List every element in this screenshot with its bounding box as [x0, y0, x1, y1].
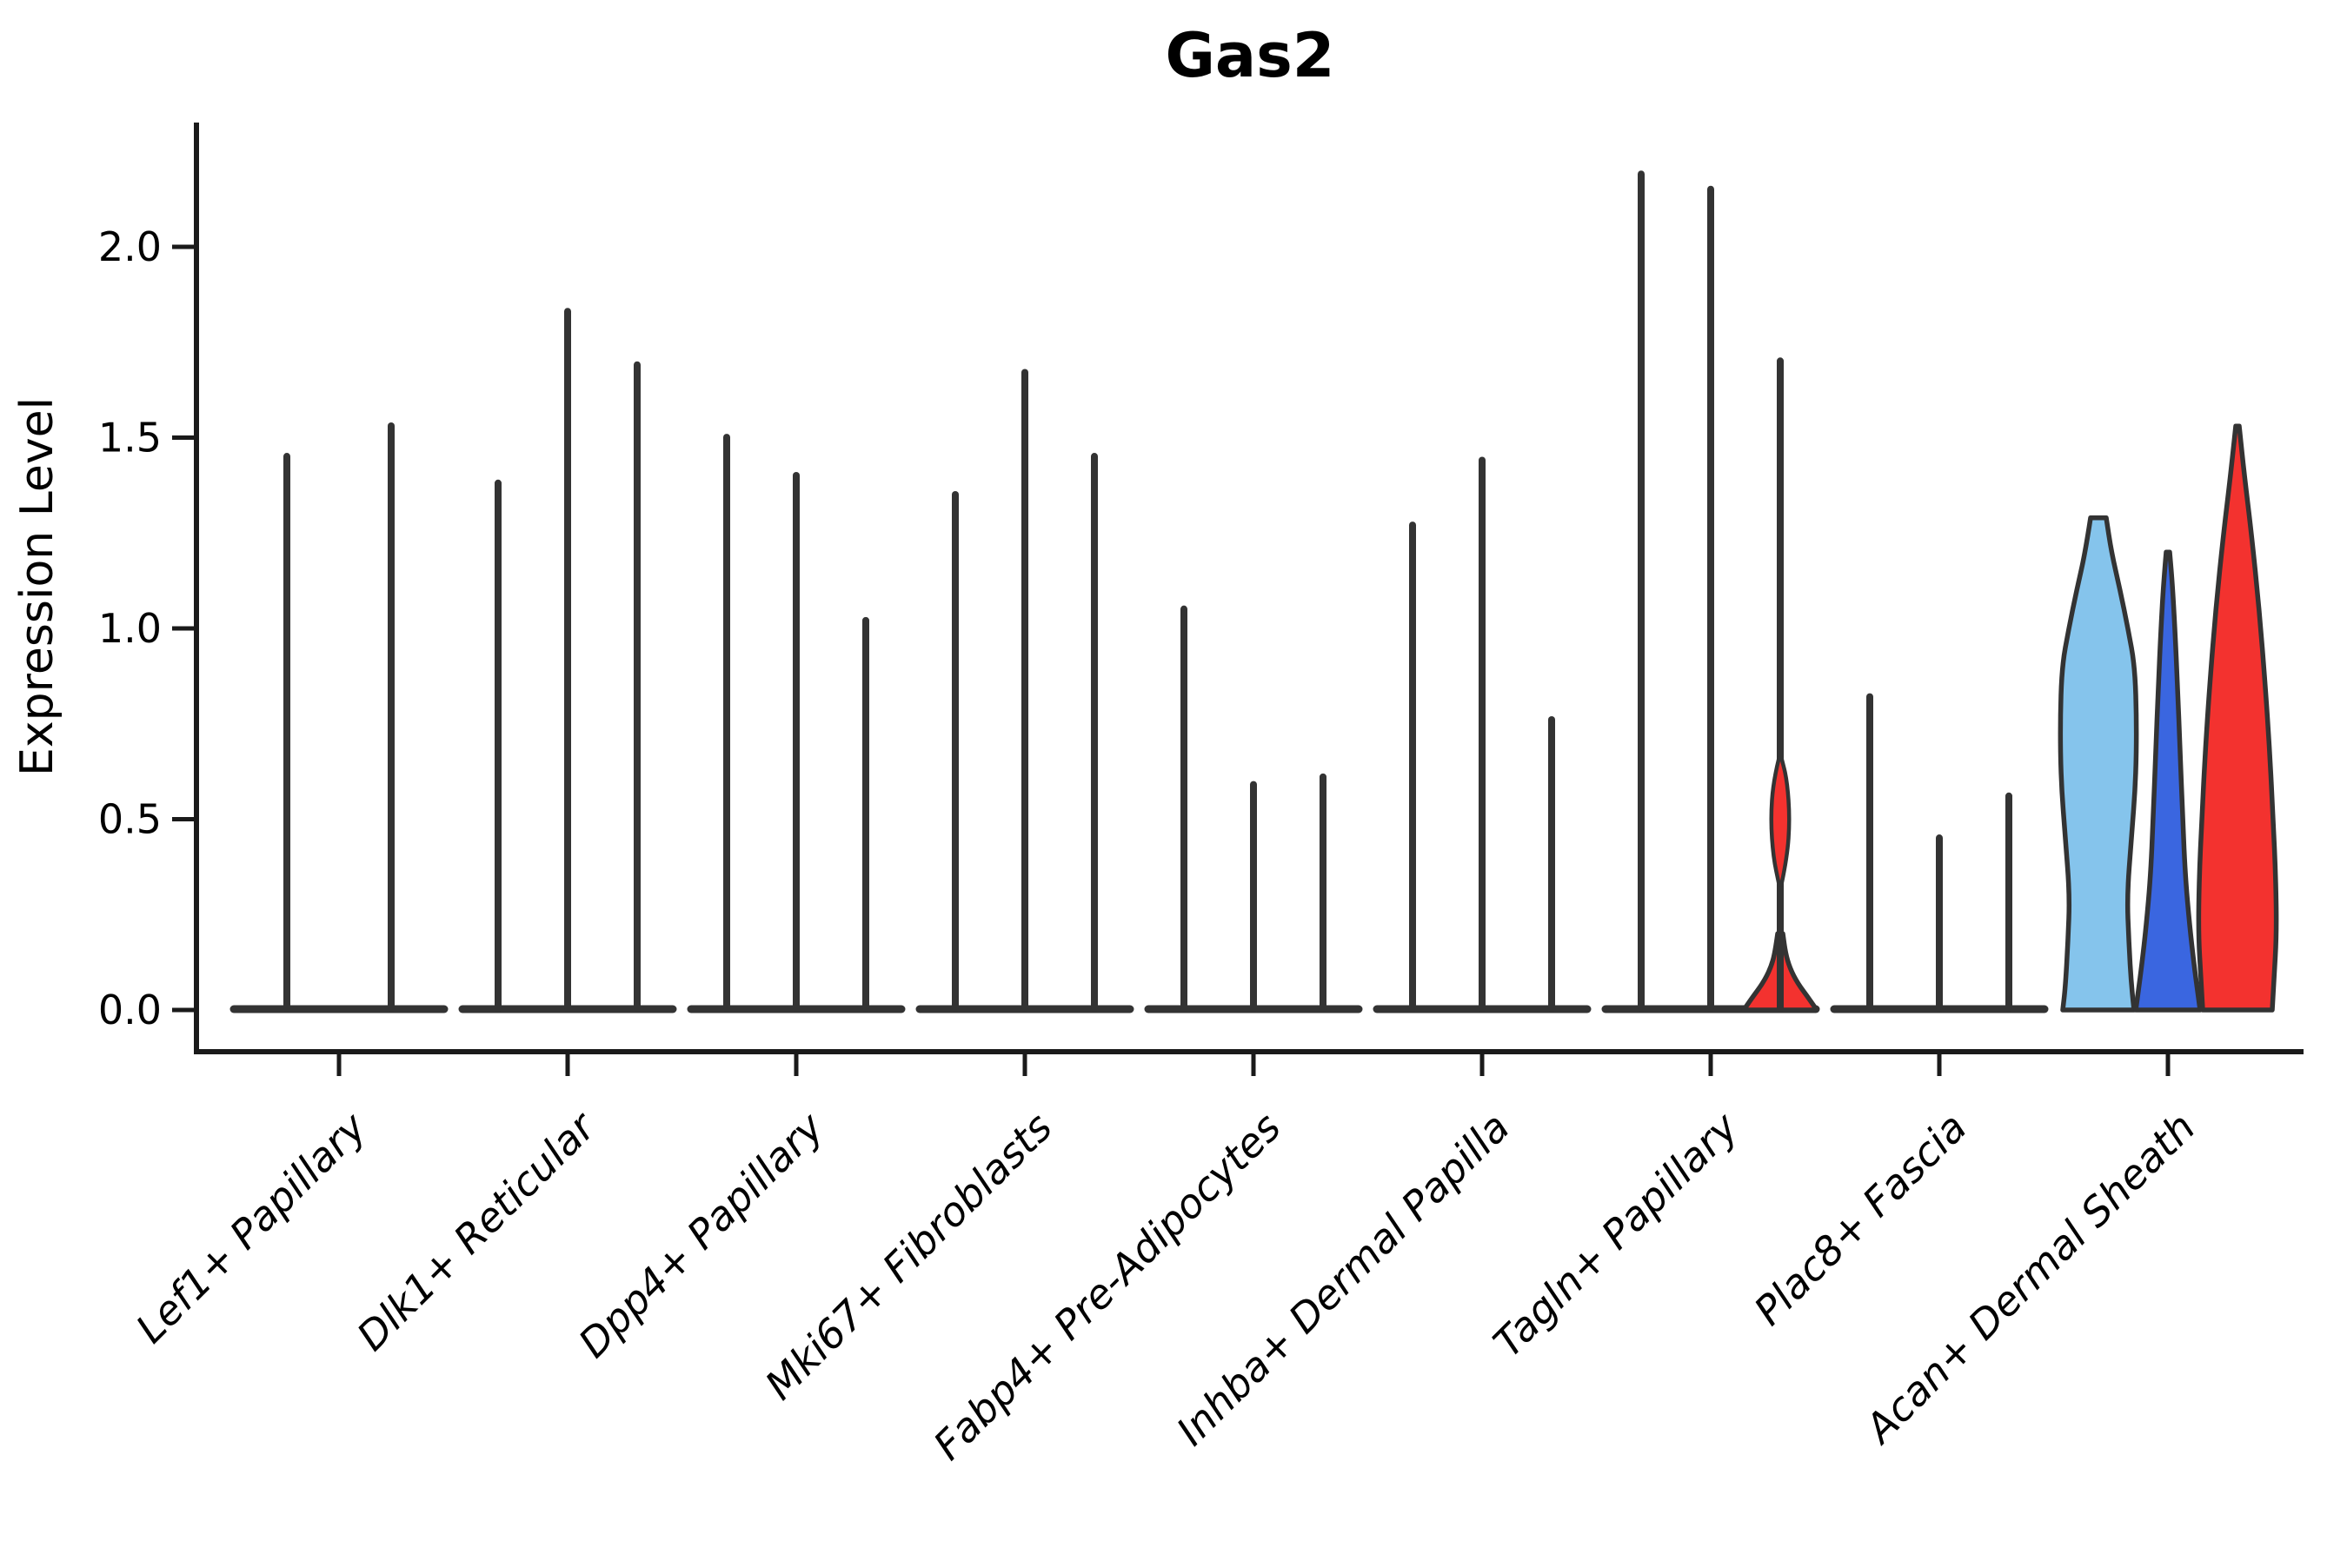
violin-shape: [2133, 549, 2203, 1013]
y-axis-label: Expression Level: [11, 397, 63, 776]
y-tick-label: 0.5: [98, 796, 162, 843]
x-tick-label: Dpp4+ Papillary: [569, 1103, 833, 1366]
x-tick-label: Dlk1+ Reticular: [348, 1101, 606, 1359]
x-tick-label: Lef1+ Papillary: [127, 1103, 376, 1352]
violin-group: [458, 308, 677, 1013]
violin-shape: [2196, 423, 2279, 1013]
violin-group: [1830, 693, 2049, 1013]
y-tick-label: 0.0: [98, 987, 162, 1033]
violin-group: [1144, 605, 1363, 1013]
y-tick-label: 1.5: [98, 415, 162, 462]
x-tick-label: Tagln+ Papillary: [1484, 1103, 1747, 1366]
violin-lens-bulge: [1769, 756, 1792, 887]
violin-group: [915, 369, 1134, 1013]
y-tick-label: 2.0: [98, 223, 162, 270]
violin-group: [2058, 423, 2279, 1013]
violin-group: [687, 434, 906, 1013]
violin-shape: [2058, 515, 2139, 1013]
x-tick-label: Plac8+ Fascia: [1745, 1104, 1975, 1334]
violin-group: [1601, 170, 1820, 1013]
y-tick-label: 1.0: [98, 605, 162, 652]
violin-group: [229, 422, 449, 1013]
violin-layer: [229, 170, 2279, 1013]
violin-group: [1373, 456, 1592, 1013]
plot-title: Gas2: [1165, 20, 1334, 91]
